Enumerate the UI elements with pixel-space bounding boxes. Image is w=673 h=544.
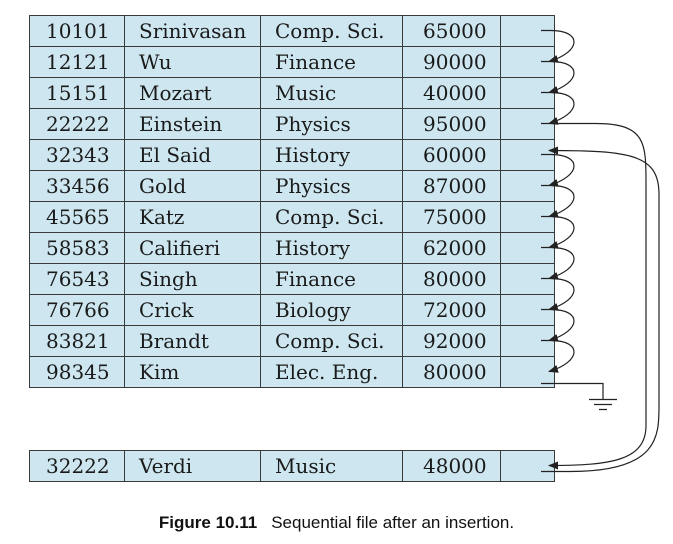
table-row: 22222 Einstein Physics 95000 [29,108,555,140]
pointer-cell [500,46,555,78]
record-id-cell: 76766 [29,294,125,326]
pointer-cell [500,15,555,47]
table-row: 76543 Singh Finance 80000 [29,263,555,295]
record-dept-cell: Music [260,77,403,109]
null-ground-icon [589,398,617,411]
overflow-pointer-arrow [541,122,647,470]
table-row: 98345 Kim Elec. Eng. 80000 [29,356,555,388]
record-dept-cell: Biology [260,294,403,326]
record-id-cell: 32343 [29,139,125,171]
record-dept-cell: History [260,139,403,171]
figure-label: Figure 10.11 [158,513,258,532]
record-salary-cell: 40000 [402,77,501,109]
record-id-cell: 58583 [29,232,125,264]
pointer-cell [500,450,555,482]
pointer-cell [500,232,555,264]
record-name-cell: Srinivasan [124,15,261,47]
record-name-cell: Kim [124,356,261,388]
pointer-cell [500,294,555,326]
record-dept-cell: Comp. Sci. [260,325,403,357]
record-name-cell: Gold [124,170,261,202]
return-pointer-arrow [541,146,660,473]
record-salary-cell: 60000 [402,139,501,171]
table-row: 58583 Califieri History 62000 [29,232,555,264]
record-name-cell: Einstein [124,108,261,140]
record-salary-cell: 65000 [402,15,501,47]
record-id-cell: 32222 [29,450,125,482]
record-id-cell: 10101 [29,15,125,47]
record-name-cell: Brandt [124,325,261,357]
table-row: 15151 Mozart Music 40000 [29,77,555,109]
table-row: 33456 Gold Physics 87000 [29,170,555,202]
record-id-cell: 83821 [29,325,125,357]
table-row: 83821 Brandt Comp. Sci. 92000 [29,325,555,357]
record-salary-cell: 80000 [402,263,501,295]
record-name-cell: El Said [124,139,261,171]
pointer-cell [500,201,555,233]
record-salary-cell: 87000 [402,170,501,202]
record-id-cell: 22222 [29,108,125,140]
record-salary-cell: 48000 [402,450,501,482]
record-dept-cell: Finance [260,263,403,295]
record-name-cell: Singh [124,263,261,295]
figure-caption-text: Sequential file after an insertion. [271,513,515,532]
record-id-cell: 76543 [29,263,125,295]
record-id-cell: 12121 [29,46,125,78]
record-id-cell: 98345 [29,356,125,388]
table-row: 12121 Wu Finance 90000 [29,46,555,78]
pointer-cell [500,108,555,140]
table-row: 32343 El Said History 60000 [29,139,555,171]
figure-caption: Figure 10.11 Sequential file after an ins… [0,513,673,533]
record-salary-cell: 62000 [402,232,501,264]
record-id-cell: 15151 [29,77,125,109]
record-dept-cell: History [260,232,403,264]
record-dept-cell: Comp. Sci. [260,201,403,233]
record-name-cell: Mozart [124,77,261,109]
record-salary-cell: 80000 [402,356,501,388]
record-salary-cell: 92000 [402,325,501,357]
pointer-cell [500,77,555,109]
record-id-cell: 33456 [29,170,125,202]
table-row: 45565 Katz Comp. Sci. 75000 [29,201,555,233]
record-name-cell: Califieri [124,232,261,264]
record-salary-cell: 95000 [402,108,501,140]
record-name-cell: Katz [124,201,261,233]
record-dept-cell: Comp. Sci. [260,15,403,47]
record-dept-cell: Physics [260,170,403,202]
overflow-row: 32222 Verdi Music 48000 [29,450,555,482]
record-salary-cell: 72000 [402,294,501,326]
sequential-file-table: 10101 Srinivasan Comp. Sci. 65000 12121 Wu Fin… [29,15,555,388]
record-dept-cell: Physics [260,108,403,140]
pointer-cell [500,325,555,357]
record-id-cell: 45565 [29,201,125,233]
pointer-cell [500,170,555,202]
record-dept-cell: Elec. Eng. [260,356,403,388]
pointer-cell [500,139,555,171]
pointer-cell [500,263,555,295]
pointer-cell [500,356,555,388]
record-name-cell: Crick [124,294,261,326]
record-salary-cell: 75000 [402,201,501,233]
record-name-cell: Wu [124,46,261,78]
overflow-block-table: 32222 Verdi Music 48000 [29,450,555,482]
record-salary-cell: 90000 [402,46,501,78]
table-row: 10101 Srinivasan Comp. Sci. 65000 [29,15,555,47]
record-dept-cell: Music [260,450,403,482]
record-name-cell: Verdi [124,450,261,482]
record-dept-cell: Finance [260,46,403,78]
table-row: 76766 Crick Biology 72000 [29,294,555,326]
